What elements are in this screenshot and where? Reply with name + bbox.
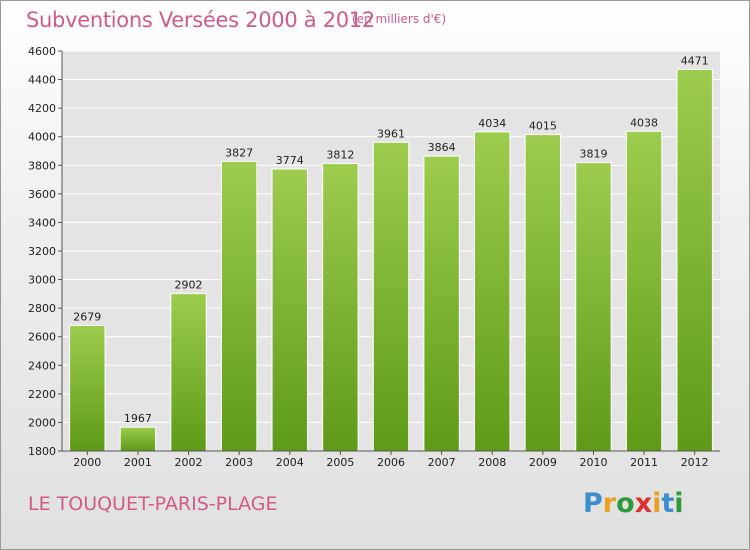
chart-title: Subventions Versées 2000 à 2012: [26, 8, 375, 32]
x-tick-label-2008: 2008: [478, 456, 506, 469]
y-tick-label: 3200: [28, 245, 56, 258]
value-label-2002: 2902: [175, 279, 203, 292]
proxiti-logo: Proxiti: [583, 488, 684, 519]
logo-letter: t: [661, 488, 675, 519]
y-tick-label: 2800: [28, 302, 56, 315]
y-tick-label: 3600: [28, 188, 56, 201]
logo-letter: i: [652, 488, 662, 519]
logo-letter: o: [616, 488, 635, 519]
value-label-2003: 3827: [225, 146, 253, 159]
x-tick-label-2000: 2000: [73, 456, 101, 469]
city-name: LE TOUQUET-PARIS-PLAGE: [28, 493, 278, 515]
bar-2007: [423, 155, 460, 452]
bar-2005: [322, 163, 359, 452]
bar-2010: [575, 162, 612, 452]
value-label-2007: 3864: [428, 141, 456, 154]
y-tick-label: 1800: [28, 445, 56, 458]
bar-2008: [474, 131, 511, 452]
value-label-2012: 4471: [681, 54, 709, 67]
y-tick-label: 2000: [28, 416, 56, 429]
bar-2001: [119, 426, 157, 452]
x-tick-label-2004: 2004: [276, 456, 304, 469]
value-label-2001: 1967: [124, 412, 152, 425]
logo-letter: x: [634, 488, 653, 519]
y-tick-label: 2600: [28, 331, 56, 344]
value-label-2006: 3961: [377, 127, 405, 140]
x-tick-label-2001: 2001: [124, 456, 152, 469]
y-tick-label: 4400: [28, 74, 56, 87]
bar-2006: [372, 141, 410, 452]
value-label-2011: 4038: [630, 116, 658, 129]
logo-letter: P: [583, 488, 603, 519]
x-tick-label-2002: 2002: [175, 456, 203, 469]
y-tick-label: 3400: [28, 216, 56, 229]
value-label-2010: 3819: [579, 148, 607, 161]
logo-letter: r: [602, 488, 617, 519]
x-tick-label-2011: 2011: [630, 456, 658, 469]
x-tick-label-2005: 2005: [326, 456, 354, 469]
x-tick-label-2003: 2003: [225, 456, 253, 469]
bar-2003: [220, 160, 258, 452]
bar-2002: [170, 293, 207, 452]
value-label-2008: 4034: [478, 117, 506, 130]
value-label-2009: 4015: [529, 120, 557, 133]
bar-2004: [271, 168, 308, 452]
x-tick-label-2006: 2006: [377, 456, 405, 469]
value-label-2000: 2679: [73, 310, 101, 323]
y-tick-label: 3000: [28, 274, 56, 287]
bar-2011: [625, 130, 663, 452]
y-tick-label: 4000: [28, 131, 56, 144]
x-tick-label-2007: 2007: [428, 456, 456, 469]
bar-2000: [69, 324, 106, 452]
value-label-2004: 3774: [276, 154, 304, 167]
x-tick-label-2012: 2012: [681, 456, 709, 469]
y-tick-label: 4200: [28, 102, 56, 115]
y-tick-label: 4600: [28, 45, 56, 58]
y-tick-label: 2400: [28, 359, 56, 372]
logo-letter: i: [674, 488, 684, 519]
x-tick-label-2009: 2009: [529, 456, 557, 469]
y-tick-label: 3800: [28, 159, 56, 172]
chart-subtitle: (en milliers d'€): [352, 12, 447, 26]
bar-2012: [676, 68, 713, 452]
y-tick-label: 2200: [28, 388, 56, 401]
value-label-2005: 3812: [326, 149, 354, 162]
x-tick-label-2010: 2010: [579, 456, 607, 469]
bar-2009: [524, 134, 562, 452]
